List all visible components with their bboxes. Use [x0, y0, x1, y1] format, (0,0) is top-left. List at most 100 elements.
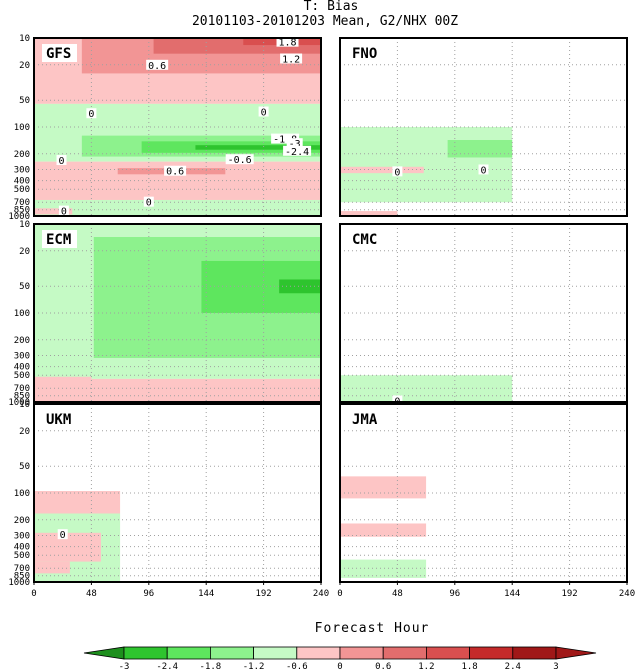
y-tick-label: 100	[14, 309, 30, 319]
bias-region	[340, 211, 398, 216]
contour-label-bg	[258, 106, 269, 117]
contour-label: -1.8	[273, 135, 297, 146]
contour-label: -3	[289, 139, 301, 150]
panel-name-bg	[42, 230, 77, 248]
colorbar-box	[166, 646, 211, 660]
colorbar-label: -2.4	[156, 662, 178, 670]
contour-label: 0	[261, 108, 267, 119]
contour-label-bg	[478, 164, 489, 175]
y-tick-label: 50	[19, 282, 30, 292]
colorbar-label: -1.8	[200, 662, 222, 670]
panel-name-bg	[42, 410, 77, 428]
y-tick-label: 20	[19, 247, 30, 257]
bias-region	[340, 523, 427, 537]
colorbar-label: 0	[337, 662, 342, 670]
y-tick-label: 850	[14, 206, 30, 216]
y-tick-label: 100	[14, 123, 30, 133]
x-tick-label: 48	[86, 589, 97, 599]
bias-region	[340, 559, 427, 578]
y-tick-label: 200	[14, 336, 30, 346]
colorbar-box	[512, 646, 557, 660]
bias-region	[340, 476, 427, 499]
contour-label-bg	[58, 205, 69, 216]
contour-label: 0	[394, 167, 400, 178]
x-tick-label: 0	[31, 589, 36, 599]
contour-label-bg	[225, 154, 254, 165]
contour-label-bg	[146, 59, 169, 70]
panel-frame	[339, 403, 628, 583]
panel-grid: 1.8 1.2 0.6 0 0 -1.8-3-2.4 -0.6 0 0.6 0 0 GFS 10 20 50…	[8, 34, 635, 599]
y-tick-label: 200	[14, 150, 30, 160]
contour-label-bg	[271, 133, 300, 144]
colorbar-label: -3	[119, 662, 130, 670]
bias-region	[340, 375, 513, 402]
contour-label-bg	[143, 196, 154, 207]
colorbar-label: 3	[553, 662, 558, 670]
bias-region	[340, 166, 424, 174]
contour-label-bg	[392, 395, 403, 406]
y-tick-label: 400	[14, 363, 30, 373]
bias-region	[195, 145, 321, 150]
y-tick-label: 500	[14, 551, 30, 561]
panel-gfs: 1.8 1.2 0.6 0 0 -1.8-3-2.4 -0.6 0 0.6 0 0 GFS 10 20 50…	[8, 34, 322, 222]
colorbar-label: 1.2	[418, 662, 434, 670]
bias-region	[34, 376, 92, 402]
y-tick-label: 300	[14, 351, 30, 361]
contour-label: 1.2	[282, 55, 300, 66]
x-tick-label: 192	[255, 589, 271, 599]
contour-label-bg	[56, 155, 67, 166]
x-tick-label: 240	[313, 589, 329, 599]
panel-name: UKM	[46, 412, 71, 428]
colorbar-low-triangle	[83, 646, 125, 660]
panel-name-bg	[348, 410, 383, 428]
contour-label: 0	[88, 109, 94, 120]
y-tick-label: 50	[19, 462, 30, 472]
x-tick-label: 96	[449, 589, 460, 599]
contour-label: 0.6	[148, 61, 166, 72]
panel-name: JMA	[352, 412, 378, 428]
y-tick-label: 1000	[8, 398, 30, 408]
bias-region	[447, 140, 513, 158]
y-tick-label: 500	[14, 185, 30, 195]
y-tick-label: 50	[19, 96, 30, 106]
y-tick-label: 850	[14, 572, 30, 582]
contour-label-bg	[276, 36, 299, 47]
y-tick-label: 850	[14, 392, 30, 402]
panel-name-bg	[348, 230, 383, 248]
bias-region	[34, 208, 73, 215]
panel-name-bg	[348, 44, 383, 62]
y-tick-label: 20	[19, 427, 30, 437]
contour-label-bg	[280, 53, 303, 64]
colorbar-label: -1.2	[243, 662, 265, 670]
contour-label: -2.4	[285, 147, 309, 158]
bias-region	[34, 378, 321, 402]
y-tick-label: 10	[19, 400, 30, 410]
chart-subtitle: 20101103-20101203 Mean, G2/NHX 00Z	[192, 14, 458, 29]
y-tick-label: 300	[14, 165, 30, 175]
colorbar-box	[339, 646, 384, 660]
contour-label-bg	[283, 145, 312, 156]
panel-fno: 0 0 FNO	[339, 37, 628, 217]
colorbar-label: 2.4	[505, 662, 521, 670]
colorbar-label: -0.6	[286, 662, 308, 670]
contour-label-bg	[86, 108, 97, 119]
x-tick-label: 192	[561, 589, 577, 599]
contour-label: 0	[61, 207, 67, 218]
y-tick-label: 300	[14, 531, 30, 541]
panel-frame	[339, 223, 628, 403]
colorbar-box	[469, 646, 514, 660]
contour-label-bg	[164, 165, 187, 176]
contour-label: 0	[146, 198, 152, 209]
panel-frame	[33, 403, 322, 583]
contour-label: 1.8	[278, 38, 296, 49]
bias-region	[34, 561, 70, 574]
contour-label-bg	[57, 529, 68, 540]
y-tick-label: 700	[14, 384, 30, 394]
colorbar-box	[123, 646, 168, 660]
x-tick-label: 48	[392, 589, 403, 599]
colorbar-box	[296, 646, 341, 660]
contour-label: 0	[480, 165, 486, 176]
